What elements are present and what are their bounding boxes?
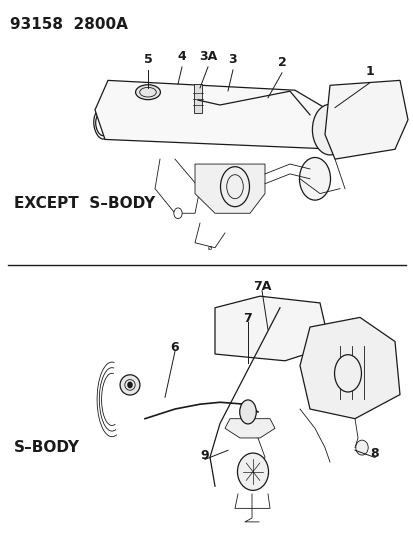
Text: 8: 8 [370,447,378,460]
Ellipse shape [312,104,347,155]
Text: 4: 4 [177,50,186,63]
Text: 3: 3 [228,53,237,66]
Circle shape [173,208,182,219]
Text: 7A: 7A [252,280,271,293]
Polygon shape [224,419,274,438]
Ellipse shape [220,167,249,207]
Text: 1: 1 [365,66,373,78]
Text: 9: 9 [200,449,209,462]
Circle shape [128,382,132,387]
Bar [193,84,202,114]
Ellipse shape [237,453,268,490]
Text: ø: ø [207,245,211,251]
Ellipse shape [120,375,140,395]
Ellipse shape [334,354,361,392]
Text: 6: 6 [170,341,179,354]
Ellipse shape [299,157,330,200]
Text: 7: 7 [243,312,252,325]
Ellipse shape [239,400,256,424]
Polygon shape [299,317,399,419]
Text: EXCEPT  S–BODY: EXCEPT S–BODY [14,196,155,211]
Polygon shape [324,80,407,159]
Text: 2: 2 [277,55,286,69]
Text: 93158  2800A: 93158 2800A [10,17,128,32]
Text: 3A: 3A [198,50,216,63]
Ellipse shape [355,440,367,455]
Ellipse shape [135,85,160,100]
Polygon shape [195,164,264,213]
Text: 5: 5 [143,53,152,66]
Text: S–BODY: S–BODY [14,440,80,455]
Polygon shape [214,296,329,361]
Polygon shape [95,80,344,149]
